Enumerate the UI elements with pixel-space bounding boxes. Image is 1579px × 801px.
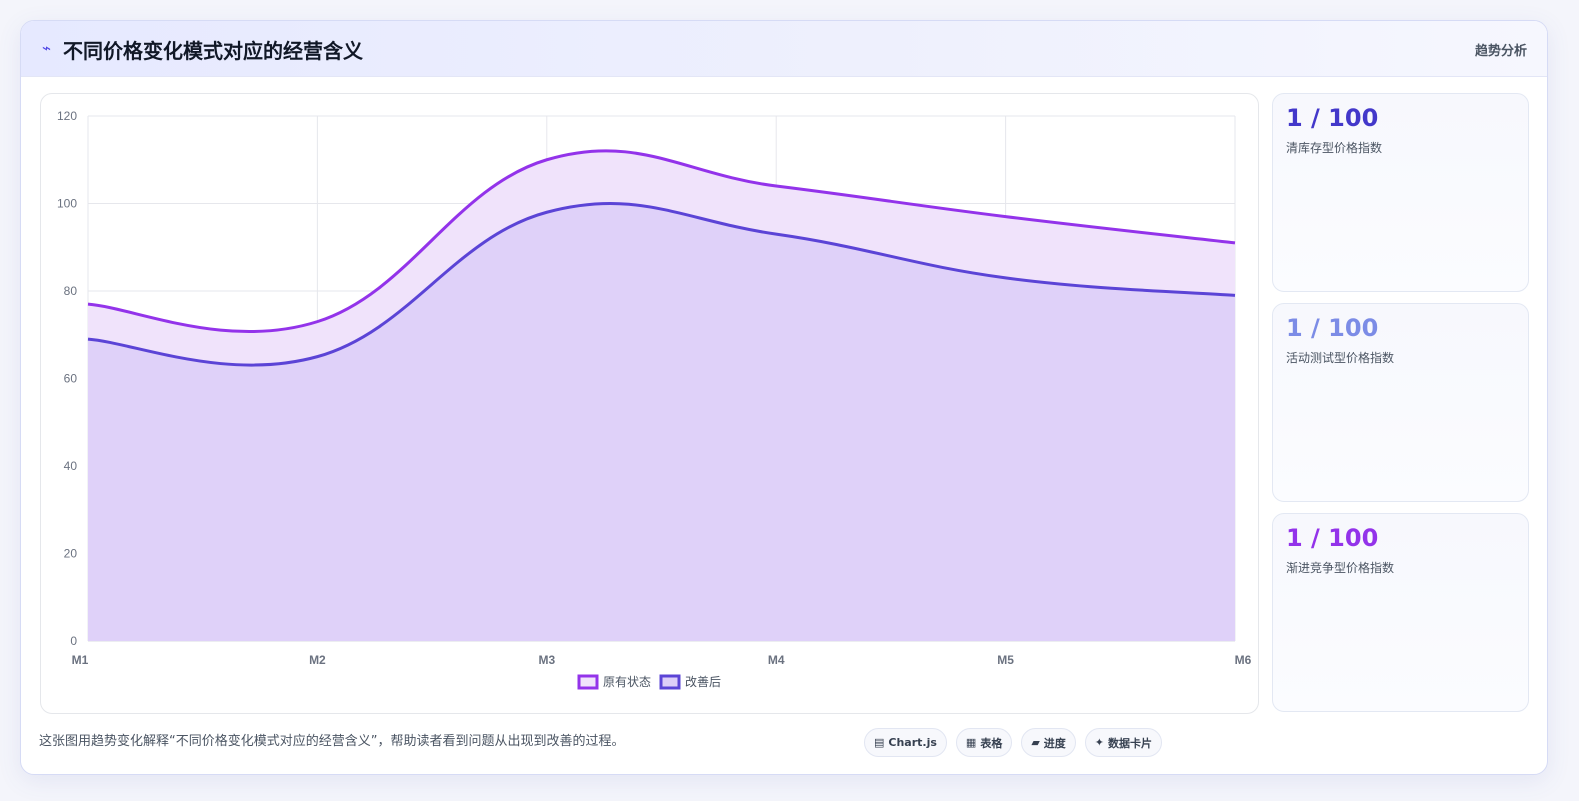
series-area-2 (88, 203, 1235, 641)
chip-label: 进度 (1043, 736, 1066, 750)
chip-chartjs[interactable]: ▤ Chart.js (864, 728, 947, 757)
x-tick-label: M5 (997, 653, 1014, 667)
tech-chips: ▤ Chart.js ▦ 表格 ▰ 进度 ✦ 数据卡片 (864, 728, 1163, 758)
stat-label: 活动测试型价格指数 (1286, 351, 1395, 365)
stat-value: 1 / 100 (1286, 314, 1379, 342)
chart-caption: 这张图用趋势变化解释“不同价格变化模式对应的经营含义”，帮助读者看到问题从出现到… (39, 734, 625, 749)
stat-value: 1 / 100 (1286, 104, 1379, 132)
y-tick-label: 60 (64, 372, 78, 386)
stat-label: 清库存型价格指数 (1286, 141, 1383, 155)
legend-label: 原有状态 (603, 675, 651, 689)
stat-label: 渐进竞争型价格指数 (1286, 561, 1395, 575)
trend-line-icon: ⌁ (42, 39, 52, 57)
stat-card-clearance: 1 / 100 清库存型价格指数 (1272, 93, 1529, 292)
chip-label: 数据卡片 (1108, 736, 1153, 750)
stat-card-promotion: 1 / 100 活动测试型价格指数 (1272, 303, 1529, 502)
chip-data-card[interactable]: ✦ 数据卡片 (1084, 728, 1163, 757)
y-tick-label: 20 (64, 547, 78, 561)
card-title: 不同价格变化模式对应的经营含义 (63, 39, 363, 63)
chart-card: ⌁ 不同价格变化模式对应的经营含义 趋势分析 0 20 40 60 80 100 120 M1… (20, 20, 1548, 775)
y-tick-label: 40 (64, 459, 78, 473)
y-tick-label: 0 (70, 634, 77, 648)
chip-label: Chart.js (888, 736, 937, 749)
x-tick-label: M4 (768, 653, 785, 667)
y-tick-label: 120 (57, 109, 77, 123)
y-tick-label: 80 (64, 284, 78, 298)
stat-card-competition: 1 / 100 渐进竞争型价格指数 (1272, 513, 1529, 712)
series-line-1 (87, 149, 1236, 334)
x-tick-label: M2 (309, 653, 326, 667)
chart-icon: ▤ (874, 736, 885, 749)
legend-swatch (577, 674, 599, 690)
x-tick-label: M1 (72, 653, 89, 667)
x-tick-label: M3 (538, 653, 555, 667)
progress-icon: ▰ (1031, 736, 1040, 749)
chart-panel: 0 20 40 60 80 100 120 M1 M2 M3 M4 M5 M6 原有状态 改善后 (40, 93, 1259, 714)
series-line-2 (87, 201, 1236, 367)
chip-progress[interactable]: ▰ 进度 (1021, 728, 1076, 757)
legend-label: 改善后 (685, 674, 721, 689)
card-header: ⌁ 不同价格变化模式对应的经营含义 趋势分析 (21, 21, 1547, 77)
legend-swatch (659, 674, 681, 690)
x-tick-label: M6 (1235, 653, 1252, 667)
stat-value: 1 / 100 (1286, 524, 1379, 552)
card-tag: 趋势分析 (1474, 44, 1527, 59)
sparkle-icon: ✦ (1094, 736, 1105, 749)
area-chart: 0 20 40 60 80 100 120 M1 M2 M3 M4 M5 M6 原有状态 改善后 (57, 109, 1252, 690)
chip-label: 表格 (980, 736, 1003, 750)
table-icon: ▦ (965, 736, 977, 749)
y-tick-label: 100 (57, 197, 77, 211)
chip-table[interactable]: ▦ 表格 (955, 728, 1013, 757)
